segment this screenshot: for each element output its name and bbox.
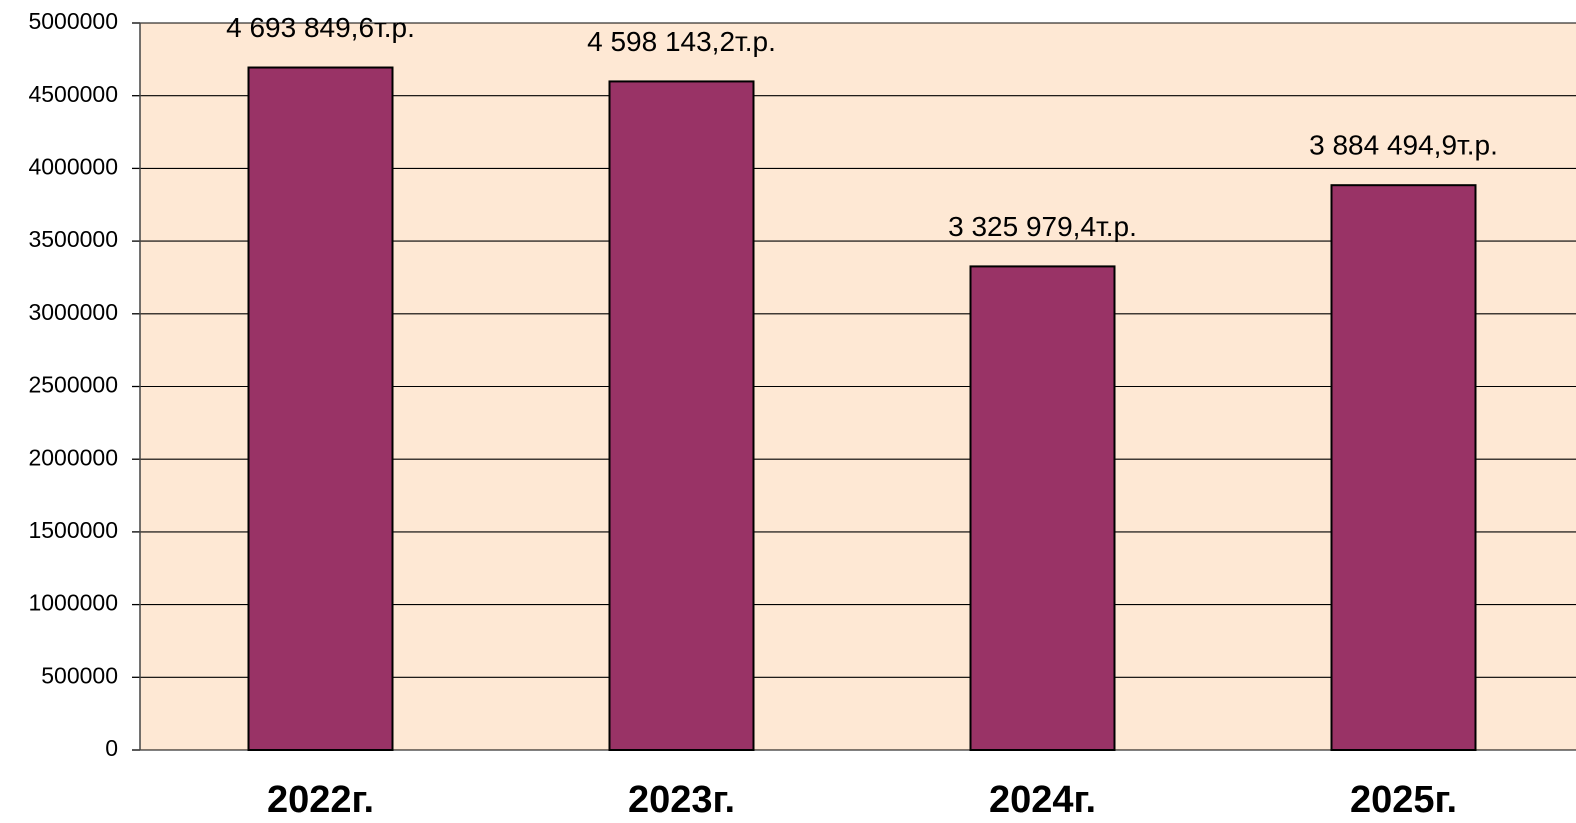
y-tick-label: 3000000 — [28, 299, 118, 325]
data-label: 3 325 979,4т.р. — [948, 211, 1137, 242]
y-tick-label: 0 — [105, 735, 118, 761]
y-tick-label: 5000000 — [28, 8, 118, 34]
x-tick-label: 2025г. — [1350, 779, 1457, 821]
y-tick-label: 4000000 — [28, 153, 118, 179]
y-tick-label: 2000000 — [28, 444, 118, 470]
bar — [1330, 184, 1477, 751]
bar — [247, 66, 394, 751]
y-tick-label: 1000000 — [28, 590, 118, 616]
data-label: 4 598 143,2т.р. — [587, 26, 776, 57]
y-tick-label: 3500000 — [28, 226, 118, 252]
data-label: 4 693 849,6т.р. — [226, 12, 415, 43]
y-tick-label: 4500000 — [28, 81, 118, 107]
y-tick-label: 500000 — [41, 662, 118, 688]
y-tick-label: 1500000 — [28, 517, 118, 543]
y-tick-label: 2500000 — [28, 372, 118, 398]
x-tick-label: 2024г. — [989, 779, 1096, 821]
bar — [969, 265, 1116, 751]
x-tick-label: 2022г. — [267, 779, 374, 821]
data-label: 3 884 494,9т.р. — [1309, 130, 1498, 161]
x-tick-label: 2023г. — [628, 779, 735, 821]
bar — [608, 80, 755, 751]
